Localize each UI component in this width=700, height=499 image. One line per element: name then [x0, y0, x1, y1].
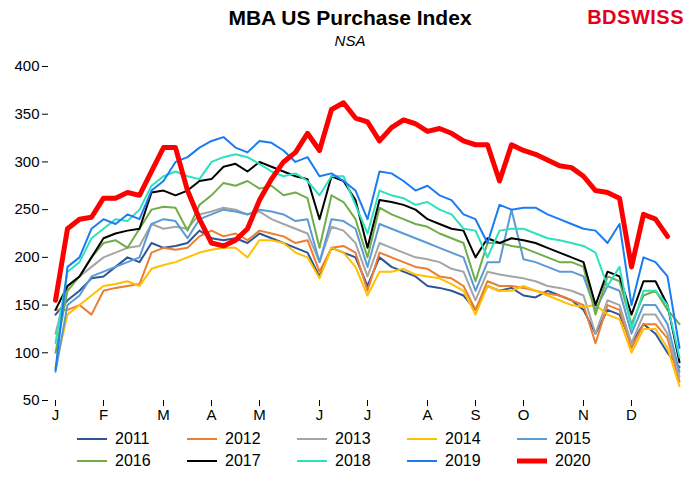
svg-text:150: 150 — [14, 296, 39, 313]
svg-text:A: A — [206, 406, 216, 423]
html-text:2016: 2016 — [115, 452, 151, 469]
html-text:MBA US Purchase Index: MBA US Purchase Index — [228, 6, 472, 29]
html-text:2018: 2018 — [335, 452, 371, 469]
svg-text:S: S — [470, 406, 480, 423]
svg-text:J: J — [364, 406, 372, 423]
svg-text:200: 200 — [14, 248, 39, 265]
svg-text:250: 250 — [14, 200, 39, 217]
svg-text:M: M — [157, 406, 170, 423]
html-text:NSA: NSA — [334, 32, 366, 49]
svg-text:F: F — [99, 406, 108, 423]
svg-text:M: M — [253, 406, 266, 423]
html-text:2014: 2014 — [445, 430, 481, 447]
html-text:2011: 2011 — [115, 430, 150, 447]
svg-text:50: 50 — [23, 391, 40, 408]
html-text:2015: 2015 — [555, 430, 591, 447]
svg-text:400: 400 — [14, 58, 39, 74]
svg-text:100: 100 — [14, 344, 39, 361]
html-text:2020: 2020 — [555, 452, 591, 469]
svg-text:J: J — [316, 406, 324, 423]
html-text:BDSWISS: BDSWISS — [587, 6, 684, 28]
svg-text:O: O — [518, 406, 530, 423]
svg-text:N: N — [578, 406, 589, 423]
html-text:2017: 2017 — [225, 452, 261, 469]
html-text:2013: 2013 — [335, 430, 371, 447]
svg-text:A: A — [422, 406, 432, 423]
svg-text:350: 350 — [14, 105, 39, 122]
svg-text:300: 300 — [14, 153, 39, 170]
svg-text:J: J — [52, 406, 60, 423]
html-text:2012: 2012 — [225, 430, 261, 447]
html-text:2019: 2019 — [445, 452, 481, 469]
svg-text:D: D — [626, 406, 637, 423]
